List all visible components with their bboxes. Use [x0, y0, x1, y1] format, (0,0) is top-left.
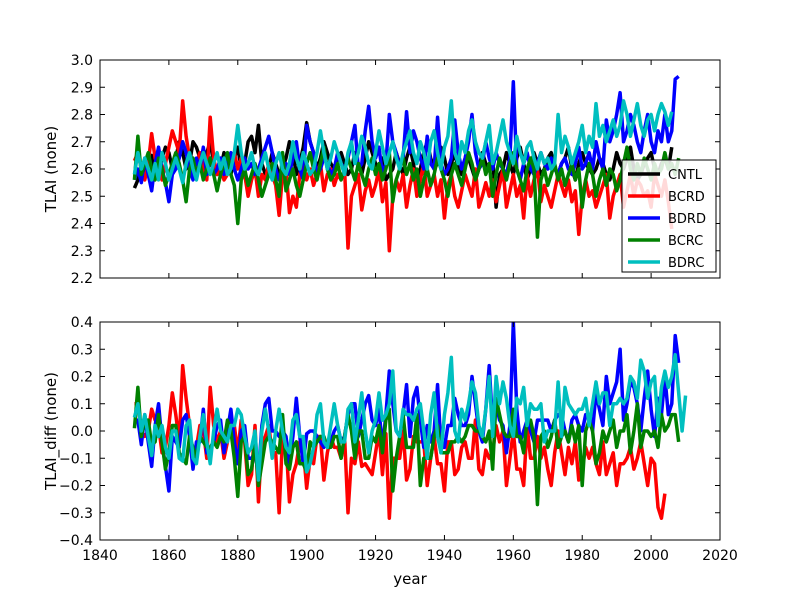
- legend-label-bdrd: BDRD: [668, 212, 706, 227]
- x-tick-label: 1840: [82, 548, 118, 564]
- x-tick-label: 1920: [358, 548, 394, 564]
- y-tick-label: 2.3: [71, 244, 93, 260]
- y-tick-label: 0.3: [71, 342, 93, 358]
- legend-box: [621, 159, 717, 273]
- x-tick-label: 1960: [496, 548, 532, 564]
- y-axis-label: TLAI (none): [42, 126, 60, 213]
- y-tick-label: −0.4: [59, 533, 93, 549]
- x-tick-label: 1980: [564, 548, 600, 564]
- y-tick-label: 2.5: [71, 189, 93, 205]
- y-axis-label: TLAI_diff (none): [42, 372, 61, 491]
- legend: CNTL BCRD BDRD BCRC BDRC: [621, 159, 717, 273]
- y-tick-label: 2.8: [71, 108, 93, 124]
- x-tick-label: 2000: [633, 548, 669, 564]
- y-tick-label: −0.1: [59, 451, 93, 467]
- series-line-bdrc: [132, 99, 674, 185]
- y-tick-label: 0.1: [71, 397, 93, 413]
- top-panel: 2.2 2.3 2.4 2.5 2.6 2.7 2.8 2.9 3.0 TLAI (none) CN…: [42, 53, 721, 287]
- y-tick-label: 2.2: [71, 271, 93, 287]
- x-tick-label: 1880: [220, 548, 256, 564]
- x-tick-label: 1940: [427, 548, 463, 564]
- legend-label-bcrd: BCRD: [668, 190, 705, 205]
- y-tick-label: 3.0: [71, 53, 93, 69]
- y-tick-label: 2.6: [71, 162, 93, 178]
- legend-label-cntl: CNTL: [668, 168, 703, 183]
- series-line-bdrc: [132, 352, 688, 482]
- bottom-panel: 1840 1860 1880 1900 1920 1940 1960 1980 2000 2020…: [42, 315, 738, 588]
- y-tick-label: 0.4: [71, 315, 93, 331]
- y-tick-label: 0.2: [71, 370, 93, 386]
- legend-label-bdrc: BDRC: [668, 256, 704, 271]
- y-tick-label: −0.3: [59, 506, 93, 522]
- x-tick-label: 1900: [289, 548, 325, 564]
- y-tick-label: 0.0: [71, 424, 93, 440]
- y-tick-label: −0.2: [59, 479, 93, 495]
- x-tick-label: 2020: [702, 548, 738, 564]
- x-tick-label: 1860: [151, 548, 187, 564]
- legend-label-bcrc: BCRC: [668, 234, 703, 249]
- y-tick-label: 2.9: [71, 80, 93, 96]
- y-tick-label: 2.7: [71, 135, 93, 151]
- x-axis-label: year: [393, 570, 427, 588]
- y-tick-label: 2.4: [71, 217, 93, 233]
